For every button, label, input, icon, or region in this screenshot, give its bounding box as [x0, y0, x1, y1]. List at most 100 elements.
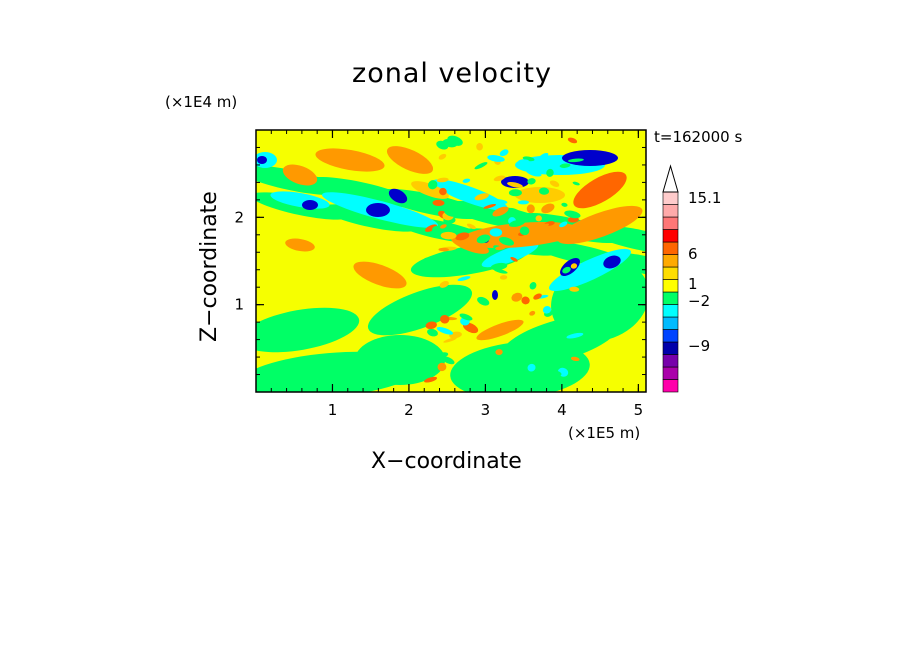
colorbar-extend-arrow [662, 164, 679, 193]
cyan-band [481, 242, 539, 268]
texture-patch [540, 223, 549, 229]
texture-patch [439, 280, 449, 288]
texture-patch [477, 296, 490, 306]
texture-patch [457, 276, 471, 282]
texture-patch [436, 177, 449, 183]
texture-patch [506, 207, 522, 217]
x-tick-label: 4 [557, 401, 567, 419]
texture-patch [466, 223, 476, 230]
colorbar-level [662, 304, 679, 318]
texture-patch [541, 203, 555, 214]
green-region [256, 307, 360, 353]
texture-patch [538, 187, 550, 195]
colorbar-level [662, 191, 679, 205]
colorbar: 15.1 6 1−2 −9 [662, 164, 721, 393]
colorbar-level [662, 204, 679, 218]
chart-title: zonal velocity [352, 58, 552, 89]
orange-region [285, 238, 315, 252]
texture-patch [490, 374, 508, 380]
texture-patch [495, 349, 503, 356]
blue-core [257, 156, 267, 164]
texture-patch [511, 292, 523, 302]
texture-patch [535, 215, 542, 222]
blue-core [388, 188, 408, 204]
x-tick-label: 3 [481, 401, 491, 419]
texture-patch [564, 210, 581, 219]
colorbar-level [662, 216, 679, 230]
texture-patch [482, 349, 497, 359]
texture-patch [559, 221, 568, 228]
texture-patch [567, 137, 578, 144]
texture-patch [529, 310, 536, 316]
orange-region [476, 319, 524, 341]
x-axis-unit-label: (×1E5 m) [568, 424, 641, 442]
colorbar-level [662, 229, 679, 243]
plot-frame [255, 129, 647, 393]
cyan-band [432, 179, 508, 211]
texture-patch [457, 209, 472, 216]
texture-patch [561, 202, 568, 207]
y-tick-label: 1 [234, 296, 244, 314]
texture-patch [498, 236, 515, 246]
orange-region [557, 205, 643, 245]
texture-patch [519, 226, 530, 236]
texture-patch [438, 247, 450, 252]
colorbar-label: −2 [688, 292, 710, 310]
texture-patch [483, 204, 496, 209]
colorbar-level [662, 329, 679, 343]
lightorange-region [515, 187, 565, 203]
red-region [573, 171, 627, 209]
texture-patch [570, 263, 578, 269]
colorbar-label: −9 [688, 337, 710, 355]
texture-patch [439, 187, 447, 196]
texture-patch [562, 266, 571, 274]
texture-patch [570, 356, 580, 362]
axes: 1 2 3 4 5 1 2 [234, 130, 646, 419]
texture-patch [487, 155, 505, 162]
texture-patch [474, 193, 489, 201]
texture-patch [526, 204, 535, 214]
texture-patch [517, 200, 530, 205]
texture-patch [567, 158, 584, 163]
texture-patch [428, 180, 438, 190]
texture-patch [440, 224, 447, 229]
texture-patch [493, 268, 508, 274]
texture-patch [435, 291, 454, 301]
texture-patch [546, 168, 554, 177]
texture-patch [425, 321, 437, 330]
lightorange-region [411, 181, 449, 199]
colorbar-level [662, 316, 679, 330]
texture-patch [537, 362, 549, 371]
orange-region [353, 261, 407, 289]
x-tick-label: 2 [404, 401, 414, 419]
blue-core [562, 150, 618, 166]
texture-patch [569, 286, 580, 292]
colorbar-level [662, 341, 679, 355]
blue-core [603, 255, 621, 269]
texture-patch [438, 153, 447, 160]
texture-patch [495, 245, 506, 251]
texture-patch [455, 232, 470, 241]
y-axis-unit-label: (×1E4 m) [165, 93, 238, 111]
texture-patch [440, 231, 457, 240]
texture-patch [493, 175, 506, 182]
colorbar-level [662, 366, 679, 380]
colorbar-label: 6 [688, 245, 698, 263]
time-label: t=162000 s [654, 128, 743, 146]
colorbar-level [662, 379, 679, 393]
blue-core [501, 176, 529, 188]
texture-patch [533, 293, 542, 300]
orange-region [282, 164, 318, 186]
x-axis-label: X−coordinate [371, 449, 522, 474]
texture-patch [566, 332, 584, 339]
texture-patch [492, 199, 508, 205]
colorbar-label: 15.1 [688, 189, 721, 207]
texture-patch [536, 328, 549, 336]
blue-core [366, 203, 390, 217]
texture-patch [550, 370, 562, 377]
colorbar-label: 1 [688, 275, 698, 293]
texture-patch [443, 337, 457, 343]
texture-patch [521, 296, 530, 305]
texture-patch [425, 224, 438, 232]
